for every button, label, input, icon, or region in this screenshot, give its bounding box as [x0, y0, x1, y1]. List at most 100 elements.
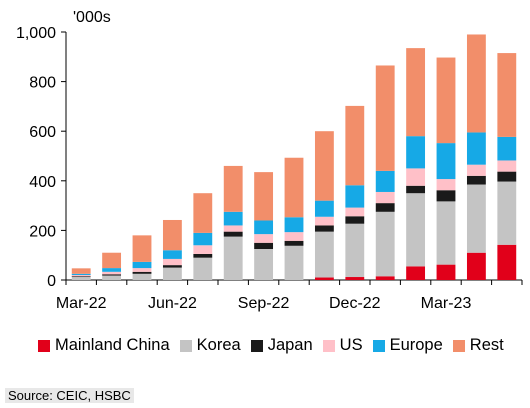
bar-segment-korea — [223, 236, 243, 280]
bar-segment-us — [193, 245, 213, 254]
bar-segment-japan — [132, 271, 152, 274]
bar-segment-europe — [102, 268, 122, 272]
legend-swatch — [372, 339, 385, 352]
legend-item: Rest — [452, 336, 504, 355]
bar-segment-japan — [314, 225, 334, 232]
bar-segment-europe — [466, 132, 486, 165]
bar-segment-us — [436, 179, 456, 191]
legend-swatch — [179, 339, 192, 352]
y-tick-label: 800 — [29, 75, 56, 92]
source-note: Source: CEIC, HSBC — [5, 388, 134, 403]
bar-segment-rest — [132, 235, 152, 262]
bar-segment-us — [466, 164, 486, 176]
bar-segment-korea — [254, 249, 274, 280]
bar-segment-rest — [284, 157, 304, 218]
bar-segment-rest — [345, 105, 365, 186]
legend-item: Mainland China — [38, 336, 170, 355]
legend-swatch — [322, 339, 335, 352]
bar-segment-rest — [314, 131, 334, 201]
legend-label: Korea — [196, 336, 241, 354]
chart-tick-labels: 0 200 400 600 800 1,000 Mar-22 Jun-22 Sep-22 Dec-… — [16, 25, 471, 312]
bar-segment-japan — [102, 274, 122, 276]
bar-segment-korea — [284, 245, 304, 280]
bar-segment-europe — [223, 211, 243, 226]
x-tick-label: Mar-22 — [56, 295, 107, 312]
bar-segment-us — [314, 216, 334, 226]
bar-segment-us — [71, 275, 91, 277]
bar-segment-mainland-china — [406, 266, 426, 280]
bar-segment-rest — [406, 48, 426, 137]
chart-legend: Mainland China Korea Japan US Europe Rest — [38, 336, 514, 355]
bar-segment-us — [132, 268, 152, 272]
y-tick-label: 1,000 — [16, 25, 56, 42]
bar-segment-europe — [314, 200, 334, 217]
bar-segment-europe — [406, 136, 426, 169]
bar-segment-europe — [132, 261, 152, 269]
legend-swatch — [38, 339, 50, 352]
bar-segment-mainland-china — [314, 277, 334, 280]
bar-segment-japan — [162, 265, 182, 268]
bar-segment-rest — [497, 53, 517, 137]
bar-segment-europe — [436, 143, 456, 180]
bar-segment-korea — [71, 277, 91, 280]
legend-label: Europe — [389, 336, 443, 354]
bar-segment-korea — [406, 193, 426, 267]
x-tick-label: Jun-22 — [148, 295, 197, 312]
bar-segment-korea — [162, 267, 182, 280]
bar-segment-europe — [71, 273, 91, 276]
legend-swatch — [250, 339, 263, 352]
legend-item: Korea — [179, 336, 241, 355]
stacked-bar-chart: '000s 0 200 400 600 800 1,000 Mar-22 Jun-22 Sep-… — [16, 9, 523, 312]
bar-segment-rest — [193, 193, 213, 233]
bar-segment-korea — [193, 257, 213, 280]
legend-item: Europe — [372, 336, 443, 355]
bar-segment-mainland-china — [497, 244, 517, 280]
bar-segment-us — [162, 258, 182, 266]
bar-segment-europe — [375, 170, 395, 192]
x-tick-label: Sep-22 — [238, 295, 290, 312]
bar-segment-mainland-china — [466, 252, 486, 280]
bar-segment-us — [254, 234, 274, 243]
bar-segment-japan — [375, 203, 395, 212]
legend-label: US — [339, 336, 363, 354]
bar-segment-us — [497, 160, 517, 172]
bar-segment-japan — [406, 185, 426, 194]
bar-segment-rest — [162, 219, 182, 251]
bar-segment-us — [375, 191, 395, 204]
bar-segment-mainland-china — [436, 264, 456, 280]
bar-segment-europe — [162, 250, 182, 259]
y-unit-label: '000s — [73, 9, 111, 26]
bar-segment-europe — [284, 217, 304, 233]
bar-segment-rest — [436, 57, 456, 144]
bar-segment-korea — [375, 211, 395, 277]
bar-segment-rest — [375, 65, 395, 171]
bar-segment-rest — [223, 165, 243, 212]
bar-segment-korea — [466, 184, 486, 253]
bar-segment-rest — [71, 268, 91, 274]
bar-segment-rest — [466, 34, 486, 133]
bar-segment-us — [406, 168, 426, 186]
bar-segment-japan — [193, 253, 213, 258]
bar-segment-us — [102, 271, 122, 275]
legend-swatch — [452, 339, 465, 352]
bar-segment-mainland-china — [375, 276, 395, 280]
bar-segment-japan — [71, 276, 91, 278]
x-tick-label: Dec-22 — [329, 295, 381, 312]
legend-item: Japan — [250, 336, 313, 355]
bar-segment-korea — [314, 231, 334, 278]
bar-segment-japan — [436, 190, 456, 202]
legend-label: Japan — [267, 336, 313, 354]
bar-segment-japan — [284, 240, 304, 246]
bar-segment-us — [223, 225, 243, 232]
bar-segment-japan — [497, 171, 517, 182]
bar-segment-japan — [254, 242, 274, 249]
bar-segment-europe — [345, 185, 365, 208]
legend-label: Rest — [469, 336, 504, 354]
bar-segment-europe — [254, 220, 274, 235]
x-tick-label: Mar-23 — [421, 295, 472, 312]
bar-segment-japan — [345, 216, 365, 224]
bar-segment-korea — [132, 273, 152, 280]
y-tick-label: 600 — [29, 124, 56, 141]
legend-label: Mainland China — [55, 336, 170, 354]
bar-segment-korea — [345, 223, 365, 278]
